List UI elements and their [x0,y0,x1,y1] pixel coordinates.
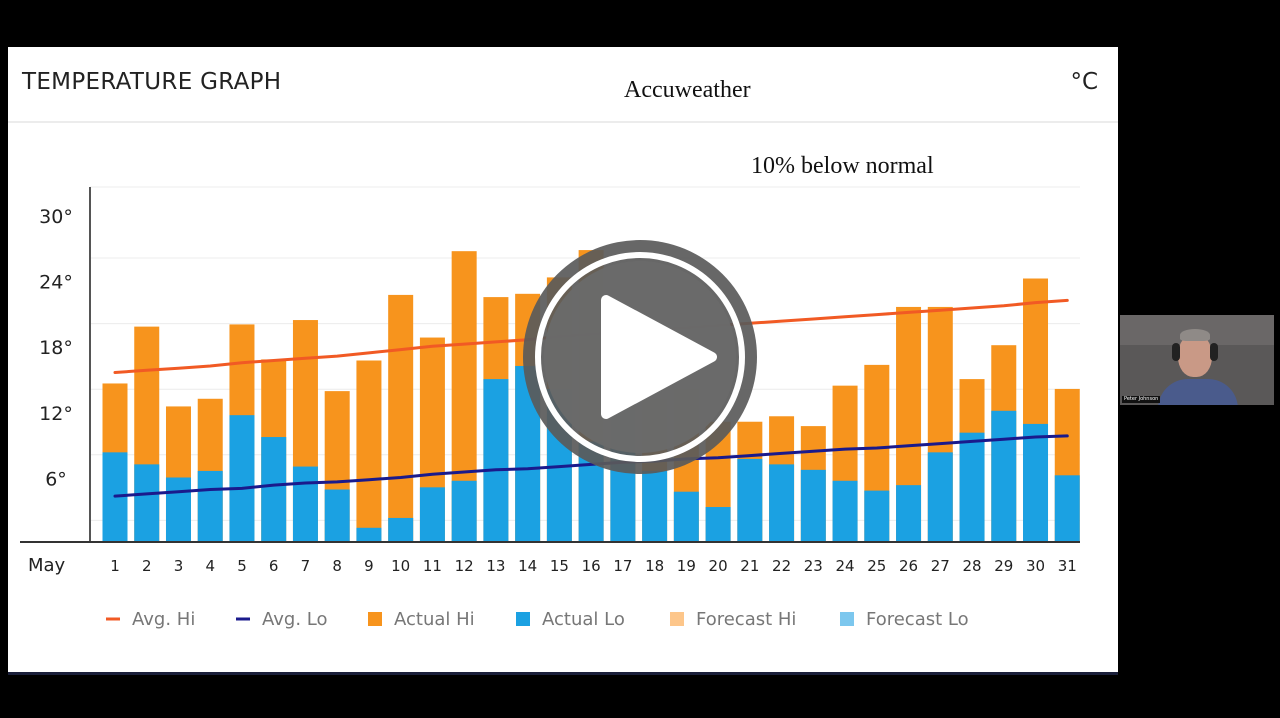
bar-actual-lo [197,470,223,542]
bar-actual-lo [229,415,255,542]
x-tick-label: 30 [1026,557,1045,575]
participant-name: Peter Johnson [1122,396,1161,403]
x-tick-label: 24 [836,557,855,575]
x-tick-label: 7 [301,557,311,575]
line-avg-lo [113,434,1069,498]
play-button-inner-ring[interactable] [535,252,745,462]
bar-actual-lo [737,458,763,542]
headset-icon [1172,343,1180,361]
x-tick-label: 9 [364,557,374,575]
axes: 30°24°18°12°6°1 2 3 4 5 6 7 8 9 10 11 12 13 14 15 16 17 1… [20,187,1080,576]
x-tick-label: 6 [269,557,279,575]
x-tick-label: 4 [205,557,215,575]
legend-label: Forecast Hi [696,609,796,630]
bar-actual-lo [642,470,668,542]
y-tick-label: 18° [39,337,73,359]
bar-actual-lo [165,477,191,542]
annotation-text: 10% below normal [751,153,934,179]
legend-label: Actual Hi [394,609,475,630]
x-tick-label: 20 [709,557,728,575]
legend-label: Avg. Hi [132,609,195,630]
x-tick-label: 17 [613,557,632,575]
bar-actual-lo [864,490,890,542]
bar-actual-lo [419,487,445,542]
legend-square-marker [670,612,684,626]
y-tick-label: 12° [39,403,73,425]
bar-actual-lo [769,464,795,542]
y-tick-label: 24° [39,272,73,294]
x-tick-label: 19 [677,557,696,575]
source-label: Accuweather [624,77,751,103]
x-tick-label: 1 [110,557,120,575]
x-tick-label: 23 [804,557,823,575]
x-tick-label: 22 [772,557,791,575]
x-tick-label: 21 [740,557,759,575]
x-tick-label: 12 [455,557,474,575]
x-tick-label: 26 [899,557,918,575]
person-hair [1180,329,1210,341]
bar-actual-lo [991,410,1017,542]
bar-actual-lo [134,464,160,542]
x-tick-label: 3 [174,557,184,575]
bar-actual-lo [483,379,509,542]
x-tick-label: 15 [550,557,569,575]
x-tick-label: 5 [237,557,247,575]
x-tick-label: 16 [582,557,601,575]
bar-actual-lo [292,466,318,542]
legend-label: Actual Lo [542,609,625,630]
bar-actual-lo [356,527,382,542]
bar-actual-hi [388,294,414,542]
bar-actual-lo [1023,423,1049,542]
play-button[interactable] [523,240,757,474]
chart-title: TEMPERATURE GRAPH [22,69,282,95]
x-tick-label: 13 [486,557,505,575]
headset-icon [1210,343,1218,361]
bar-actual-lo [927,452,953,542]
person-torso [1158,379,1238,405]
x-tick-label: 10 [391,557,410,575]
x-tick-label: 2 [142,557,152,575]
x-tick-label: 28 [962,557,981,575]
bar-actual-lo [959,432,985,542]
x-tick-label: 25 [867,557,886,575]
legend-label: Avg. Lo [262,609,328,630]
x-tick-label: 31 [1058,557,1077,575]
legend-square-marker [368,612,382,626]
slide-bottom-bar [8,672,1118,675]
y-tick-label: 6° [45,468,67,490]
webcam-thumbnail[interactable]: Peter Johnson [1120,315,1274,405]
bar-actual-lo [451,480,477,542]
x-tick-label: 11 [423,557,442,575]
bar-actual-hi [356,360,382,542]
x-axis-label: May [28,555,66,576]
bar-actual-lo [832,480,858,542]
x-tick-label: 27 [931,557,950,575]
bar-actual-lo [673,491,699,542]
x-tick-label: 14 [518,557,537,575]
bar-actual-lo [896,485,922,542]
legend: Avg. Hi Avg. Lo Actual Hi Actual Lo Forecast… [106,609,969,630]
header-divider [8,121,1118,123]
unit-label: °C [1070,69,1098,95]
x-tick-label: 8 [332,557,342,575]
bar-actual-lo [705,507,731,542]
bar-actual-lo [324,489,350,542]
x-tick-label: 18 [645,557,664,575]
y-tick-label: 30° [39,206,73,228]
bar-actual-lo [1054,475,1080,542]
bar-actual-lo [261,437,287,542]
play-triangle-icon[interactable] [601,295,717,419]
legend-square-marker [840,612,854,626]
legend-label: Forecast Lo [866,609,969,630]
bar-actual-lo [388,517,414,542]
x-tick-label: 29 [994,557,1013,575]
legend-square-marker [516,612,530,626]
bar-actual-lo [800,469,826,542]
